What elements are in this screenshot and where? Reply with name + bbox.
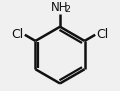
Text: NH: NH	[51, 1, 69, 14]
Text: Cl: Cl	[96, 28, 108, 41]
Text: Cl: Cl	[12, 28, 24, 41]
Text: 2: 2	[64, 5, 70, 14]
